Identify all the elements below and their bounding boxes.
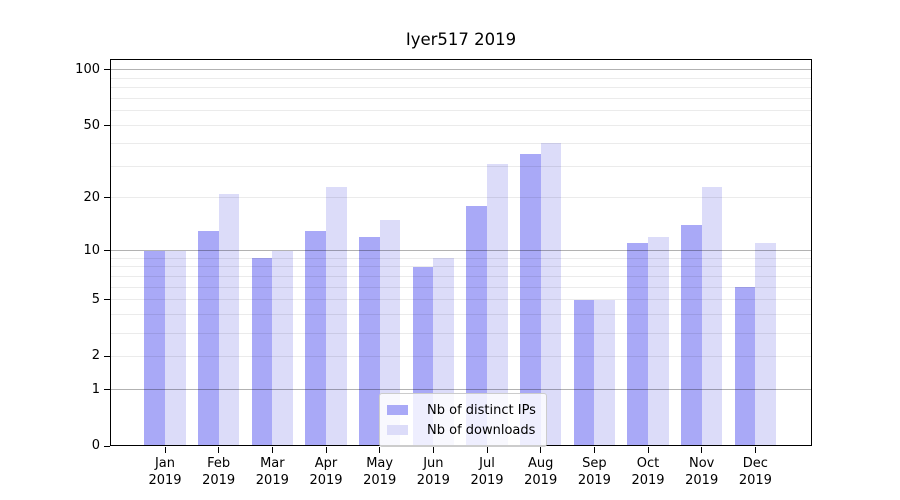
x-tick-label: Jun 2019 [416, 456, 450, 488]
x-tick-label: Oct 2019 [631, 456, 665, 488]
minor-gridline [110, 314, 812, 316]
bar [648, 236, 669, 446]
x-tick-label: Mar 2019 [255, 456, 289, 488]
y-tick-mark [104, 299, 110, 301]
bar [218, 194, 240, 446]
y-tick-label: 10 [83, 242, 100, 258]
y-tick-label: 100 [75, 61, 100, 77]
minor-gridline [110, 87, 812, 89]
x-tick-mark [164, 447, 166, 453]
bar [144, 250, 165, 446]
bar [379, 220, 401, 446]
y-tick-mark [104, 197, 110, 199]
y-tick-mark [104, 445, 110, 447]
x-tick-label: Aug 2019 [524, 456, 558, 488]
x-tick-label: Jul 2019 [470, 456, 504, 488]
x-tick-label: Sep 2019 [577, 456, 611, 488]
minor-gridline [110, 286, 812, 288]
y-tick-label: 2 [91, 348, 100, 364]
x-tick-mark [540, 447, 542, 453]
x-tick-mark [325, 447, 327, 453]
y-tick-mark [104, 125, 110, 127]
y-tick-mark [104, 69, 110, 71]
legend-swatch-downloads [387, 425, 408, 435]
minor-gridline [110, 257, 812, 259]
minor-gridline [110, 197, 812, 199]
bar [681, 225, 702, 446]
minor-gridline [110, 142, 812, 144]
x-tick-mark [379, 447, 381, 453]
minor-gridline [110, 266, 812, 268]
legend-swatch-distinct-ips [387, 405, 408, 415]
bar [519, 153, 541, 446]
x-tick-mark [432, 447, 434, 453]
legend-label-downloads: Nb of downloads [427, 422, 536, 438]
bar [197, 230, 219, 446]
x-tick-mark [593, 447, 595, 453]
x-tick-label: Jan 2019 [148, 456, 182, 488]
x-tick-label: Apr 2019 [309, 456, 343, 488]
bar [573, 299, 595, 446]
bar [734, 287, 756, 446]
bar [540, 143, 562, 446]
major-gridline [110, 250, 812, 252]
minor-gridline [110, 98, 812, 100]
bar [251, 258, 273, 446]
bar [594, 299, 616, 446]
plot-area [110, 59, 812, 446]
x-tick-mark [486, 447, 488, 453]
minor-gridline [110, 332, 812, 334]
x-tick-mark [218, 447, 220, 453]
legend-label-distinct-ips: Nb of distinct IPs [427, 402, 536, 418]
major-gridline [110, 69, 812, 71]
x-tick-mark [647, 447, 649, 453]
bar [326, 187, 347, 446]
minor-gridline [110, 125, 812, 127]
x-tick-label: Nov 2019 [685, 456, 719, 488]
x-tick-mark [271, 447, 273, 453]
x-tick-mark [701, 447, 703, 453]
bar [305, 230, 326, 446]
y-tick-label: 20 [83, 189, 100, 205]
bar [466, 206, 487, 446]
minor-gridline [110, 299, 812, 301]
y-tick-label: 50 [83, 117, 100, 133]
minor-gridline [110, 355, 812, 357]
minor-gridline [110, 110, 812, 112]
y-tick-label: 0 [91, 438, 100, 453]
major-gridline [110, 389, 812, 390]
y-tick-label: 5 [91, 291, 100, 307]
x-tick-label: Feb 2019 [202, 456, 236, 488]
y-tick-mark [104, 389, 110, 390]
bar [358, 236, 380, 446]
x-tick-label: May 2019 [363, 456, 397, 488]
chart-title: Iyer517 2019 [405, 30, 517, 49]
bar [165, 250, 186, 446]
legend-row: Nb of distinct IPs [387, 400, 536, 420]
y-tick-label: 1 [91, 381, 100, 397]
bar [627, 243, 649, 446]
legend: Nb of distinct IPs Nb of downloads [379, 393, 547, 447]
x-tick-mark [754, 447, 756, 453]
y-tick-mark [104, 355, 110, 357]
x-tick-label: Dec 2019 [738, 456, 772, 488]
minor-gridline [110, 276, 812, 278]
bar [701, 187, 723, 446]
bar [487, 163, 508, 446]
minor-gridline [110, 77, 812, 79]
minor-gridline [110, 165, 812, 167]
y-tick-mark [104, 250, 110, 252]
bar [755, 243, 777, 446]
bar [272, 250, 294, 446]
legend-row: Nb of downloads [387, 420, 536, 440]
